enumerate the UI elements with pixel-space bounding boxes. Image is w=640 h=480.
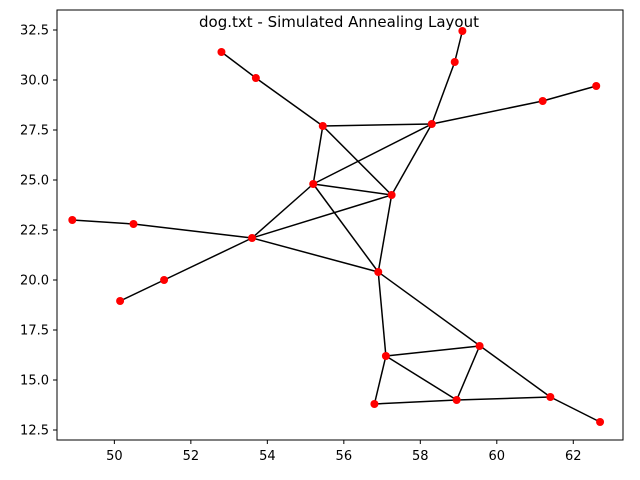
y-axis-ticks: 12.5 15.0 17.5 20.0 22.5 25.0 27.5 30.0 32.5 bbox=[20, 24, 57, 439]
graph-node bbox=[546, 393, 555, 401]
graph-node bbox=[592, 82, 601, 90]
graph-edge bbox=[312, 183, 379, 273]
graph-edge bbox=[220, 51, 257, 79]
plot-frame bbox=[56, 9, 624, 441]
graph-edge bbox=[431, 61, 456, 125]
graph-edge bbox=[133, 223, 253, 239]
x-tick-label: 60 bbox=[489, 449, 506, 464]
x-tick-label: 54 bbox=[259, 449, 276, 464]
graph-edge bbox=[377, 194, 393, 273]
x-tick-label: 62 bbox=[565, 449, 582, 464]
chart-title: dog.txt - Simulated Annealing Layout bbox=[199, 13, 479, 31]
x-tick-label: 52 bbox=[183, 449, 200, 464]
graph-edge bbox=[313, 183, 392, 196]
x-tick-label: 58 bbox=[412, 449, 429, 464]
graph-node bbox=[450, 58, 459, 66]
graph-edge bbox=[255, 77, 324, 127]
graph-edge bbox=[385, 355, 458, 401]
graph-edge bbox=[163, 237, 253, 281]
graph-edge bbox=[322, 125, 393, 196]
graph-edge bbox=[251, 237, 379, 273]
graph-edge bbox=[312, 123, 433, 185]
graph-edge bbox=[377, 271, 387, 357]
y-tick-label: 12.5 bbox=[20, 424, 49, 439]
y-tick-label: 25.0 bbox=[20, 174, 49, 189]
graph-edge bbox=[550, 396, 601, 423]
graph-edge bbox=[390, 123, 433, 196]
graph-edge bbox=[542, 85, 597, 102]
graph-edge bbox=[431, 100, 543, 125]
y-tick-label: 17.5 bbox=[20, 324, 49, 339]
graph-edge bbox=[251, 183, 314, 239]
graph-edge bbox=[456, 396, 551, 401]
y-tick-label: 15.0 bbox=[20, 374, 49, 389]
graph-node bbox=[538, 97, 547, 105]
y-tick-label: 30.0 bbox=[20, 74, 49, 89]
graph-edge bbox=[119, 279, 165, 302]
graph-node bbox=[374, 268, 383, 276]
graph-node bbox=[116, 297, 125, 305]
graph-edge bbox=[454, 30, 464, 63]
y-tick-label: 32.5 bbox=[20, 24, 49, 39]
graph-node bbox=[452, 396, 461, 404]
graph-node bbox=[309, 180, 318, 188]
graph-node bbox=[318, 122, 327, 130]
graph-edge bbox=[385, 345, 480, 357]
graph-node bbox=[475, 342, 484, 350]
graph-node bbox=[160, 276, 169, 284]
graph-node bbox=[370, 400, 379, 408]
graph-node bbox=[129, 220, 138, 228]
graph-node bbox=[596, 418, 605, 426]
graph-edge bbox=[377, 271, 551, 398]
nodes-layer bbox=[68, 27, 605, 426]
y-tick-label: 22.5 bbox=[20, 224, 49, 239]
graph-node bbox=[68, 216, 77, 224]
graph-edge bbox=[312, 125, 324, 185]
graph-node bbox=[458, 27, 467, 35]
graph-edge bbox=[374, 399, 457, 405]
graph-edge bbox=[455, 345, 481, 401]
graph-node bbox=[248, 234, 257, 242]
graph-edge bbox=[373, 355, 387, 405]
graph-node bbox=[217, 48, 226, 56]
graph-edge bbox=[251, 194, 392, 239]
graph-edge bbox=[72, 219, 134, 225]
y-tick-label: 20.0 bbox=[20, 274, 49, 289]
edges-layer bbox=[72, 30, 601, 423]
x-tick-label: 56 bbox=[336, 449, 353, 464]
graph-node bbox=[387, 191, 396, 199]
x-tick-label: 50 bbox=[106, 449, 123, 464]
y-tick-label: 27.5 bbox=[20, 124, 49, 139]
x-axis-ticks: 50 52 54 56 58 60 62 bbox=[106, 440, 582, 464]
graph-node bbox=[251, 74, 260, 82]
graph-node bbox=[381, 352, 390, 360]
graph-node bbox=[427, 120, 436, 128]
graph-edge bbox=[322, 123, 432, 127]
